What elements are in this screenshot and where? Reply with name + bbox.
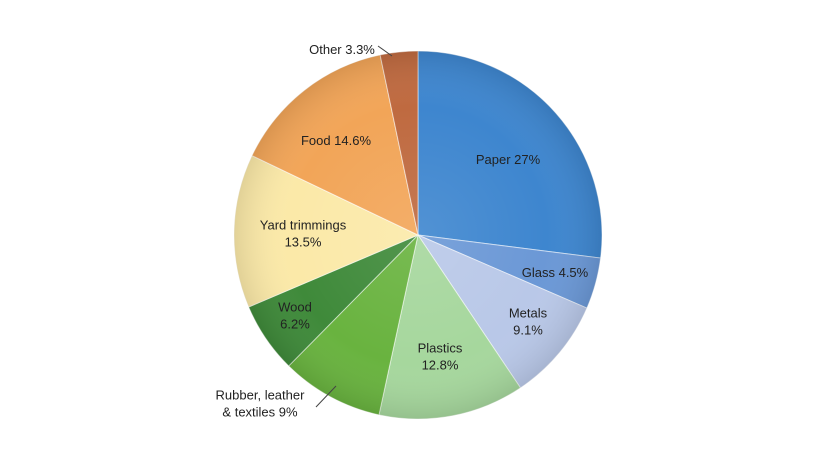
leader-line-other: [377, 45, 393, 57]
slice-label-line: Food 14.6%: [301, 133, 372, 148]
slice-label-line: Rubber, leather: [216, 388, 306, 403]
slice-label-line: Paper 27%: [476, 152, 541, 167]
leader-line-rubber-leather-textiles: [315, 385, 337, 408]
slice-label-line: Other 3.3%: [309, 42, 375, 57]
slice-label-line: 6.2%: [280, 317, 310, 332]
slice-label-other: Other 3.3%: [309, 42, 375, 57]
slice-label-line: Glass 4.5%: [522, 265, 589, 280]
slice-label-line: 9.1%: [513, 323, 543, 338]
slice-label-rubber-leather-textiles: Rubber, leather & textiles 9%: [216, 388, 306, 420]
slice-label-plastics: Plastics 12.8%: [418, 341, 463, 373]
slice-label-metals: Metals 9.1%: [509, 306, 548, 338]
slice-label-line: 12.8%: [422, 358, 459, 373]
slice-label-line: 13.5%: [285, 235, 322, 250]
slice-label-line: Plastics: [418, 341, 463, 356]
slice-label-line: Metals: [509, 306, 548, 321]
slice-label-line: & textiles 9%: [222, 405, 298, 420]
slice-label-paper: Paper 27%: [476, 152, 541, 167]
slice-label-glass: Glass 4.5%: [522, 265, 589, 280]
slice-label-line: Wood: [278, 300, 312, 315]
slice-label-wood: Wood 6.2%: [278, 300, 312, 332]
slice-label-food: Food 14.6%: [301, 133, 372, 148]
slice-label-yard-trimmings: Yard trimmings 13.5%: [260, 218, 347, 250]
slice-label-line: Yard trimmings: [260, 218, 347, 233]
